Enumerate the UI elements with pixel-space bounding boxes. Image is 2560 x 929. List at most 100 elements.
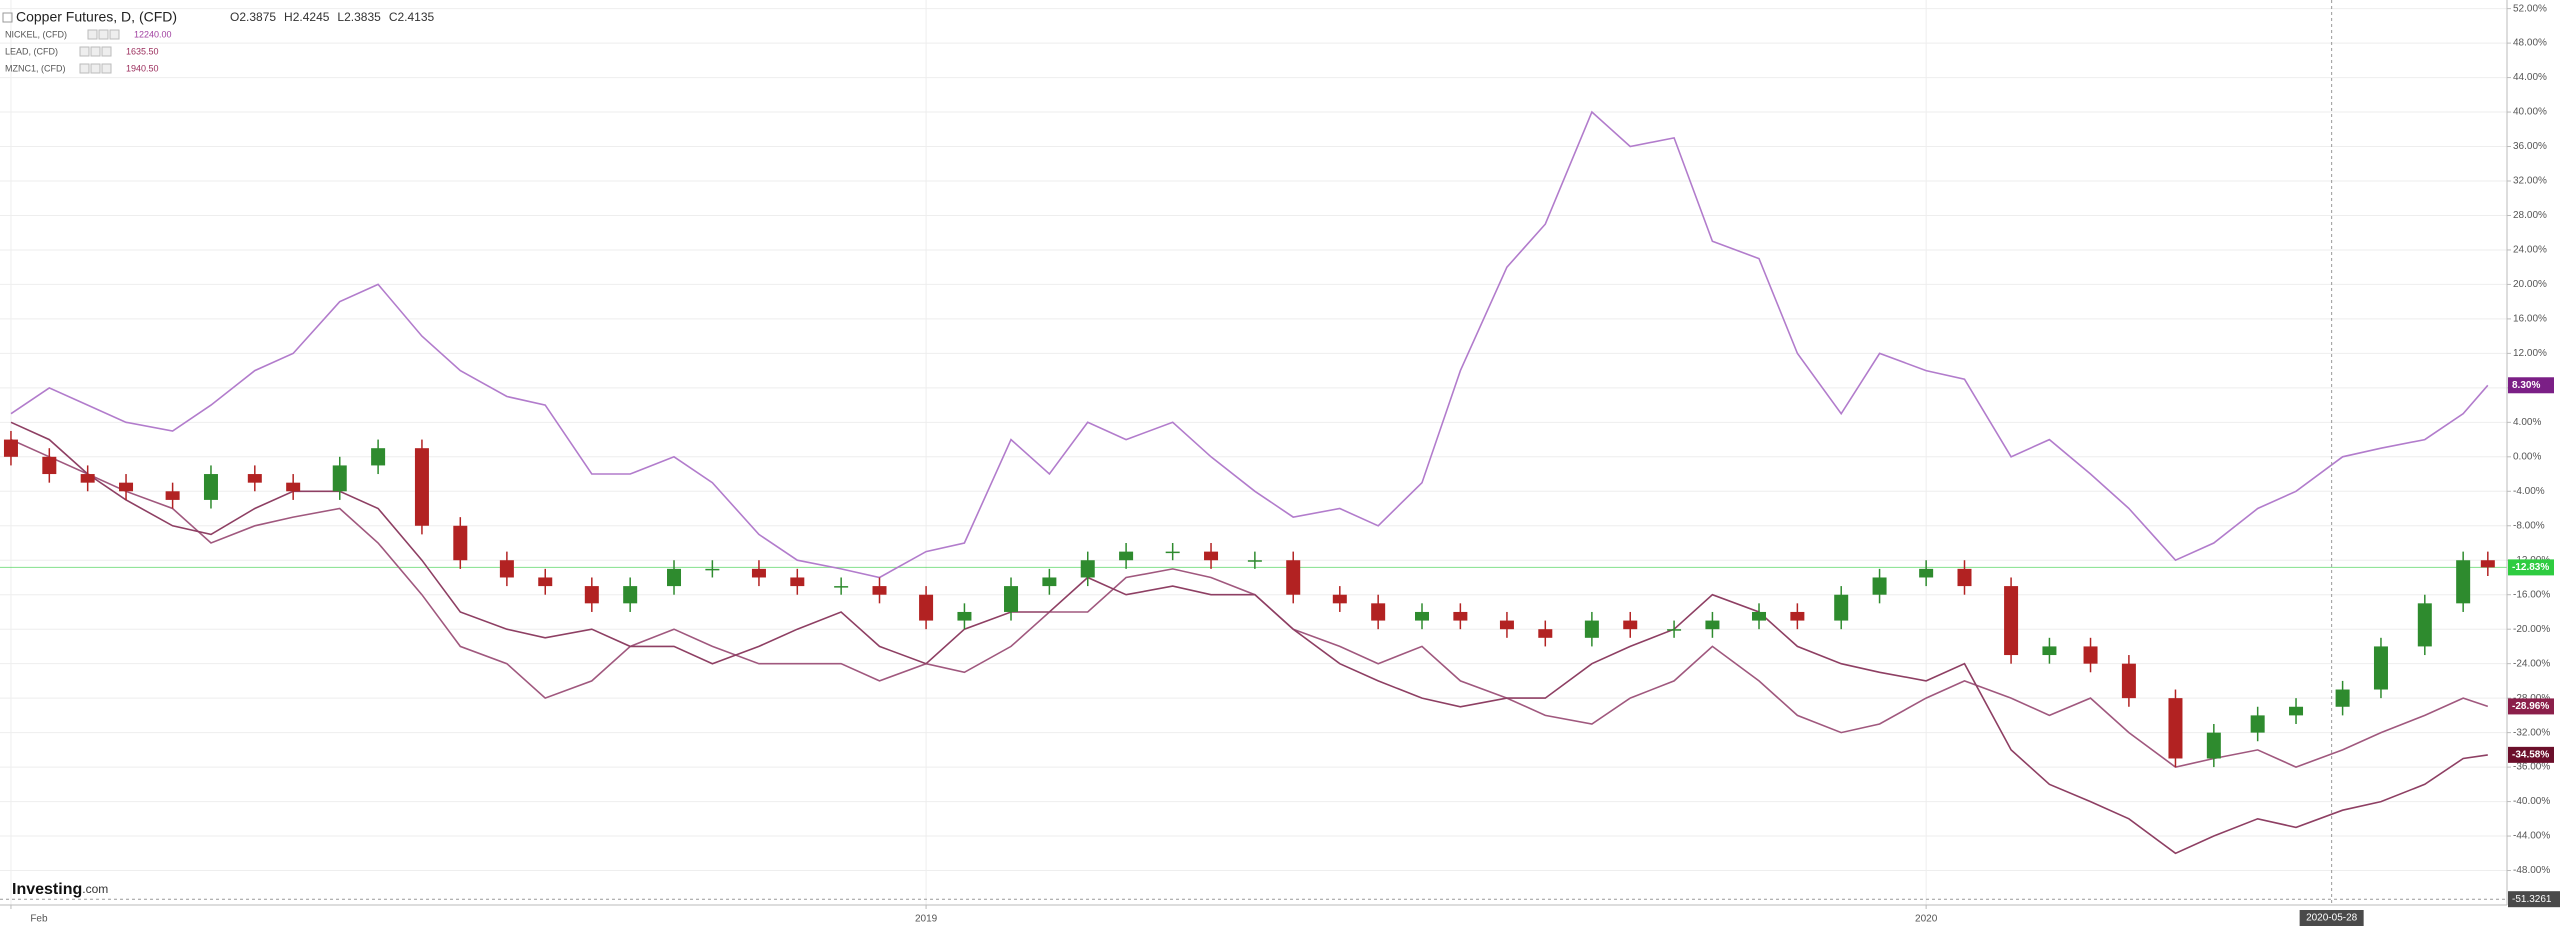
legend-icon[interactable] (79, 63, 90, 74)
candle-body (1042, 577, 1057, 587)
y-tick-label: 24.00% (2513, 245, 2547, 256)
last-value-label: -28.96% (2512, 701, 2549, 712)
crosshair-x-label: 2020-05-28 (2306, 913, 2358, 924)
y-tick-label: 36.00% (2513, 141, 2547, 152)
brand-name-text: Investing (12, 881, 82, 898)
candle-body (1286, 560, 1301, 595)
candle-body (2206, 732, 2221, 759)
legend-price: 1940.50 (126, 63, 159, 73)
series-line (10, 110, 2489, 579)
candle-body (1623, 620, 1638, 630)
candle-body (165, 491, 180, 500)
candle-body (247, 474, 262, 483)
ohlc-label: C (389, 10, 398, 24)
y-tick-label: -24.00% (2513, 658, 2550, 669)
legend-icon[interactable] (101, 63, 112, 74)
candle-body (705, 568, 720, 571)
legend-icon[interactable] (90, 63, 101, 74)
y-tick-label: -32.00% (2513, 727, 2550, 738)
candle-body (1584, 620, 1599, 638)
y-tick-label: 32.00% (2513, 176, 2547, 187)
candle-body (538, 577, 553, 587)
legend-price: 1635.50 (126, 46, 159, 56)
y-tick-label: 0.00% (2513, 451, 2541, 462)
y-tick-label: -16.00% (2513, 589, 2550, 600)
candle-body (2121, 663, 2136, 699)
candle-body (957, 611, 972, 621)
legend-price: 12240.00 (134, 29, 172, 39)
candle-body (623, 586, 638, 604)
candle-body (1752, 611, 1767, 621)
legend-icon[interactable] (98, 29, 109, 40)
legend-name: NICKEL, (CFD) (5, 29, 67, 39)
candle-body (919, 594, 934, 621)
ohlc-value: 2.4245 (293, 10, 330, 24)
candle-body (834, 586, 849, 588)
collapse-icon[interactable] (2, 12, 13, 23)
ohlc-label: L (337, 10, 344, 24)
candle-body (2456, 560, 2471, 604)
crosshair-y-box (2508, 891, 2560, 908)
series-line (10, 421, 2488, 855)
candle-body (2083, 646, 2098, 664)
candle-body (1119, 551, 1134, 561)
legend-icon[interactable] (101, 46, 112, 57)
candle-body (2417, 603, 2432, 647)
last-value-label: -34.58% (2512, 749, 2549, 760)
last-value-box (2508, 377, 2554, 394)
y-tick-label: 40.00% (2513, 107, 2547, 118)
last-value-box (2508, 698, 2554, 715)
candle-body (872, 586, 887, 595)
y-tick-label: -48.00% (2513, 865, 2550, 876)
candle-body (1332, 594, 1347, 604)
candle-body (1790, 611, 1805, 621)
legend-icon[interactable] (109, 29, 120, 40)
x-tick-label: Feb (30, 914, 48, 925)
candle-body (1667, 629, 1682, 631)
last-value-label: 8.30% (2512, 380, 2540, 391)
y-tick-label: -20.00% (2513, 624, 2550, 635)
candle-body (1204, 551, 1219, 561)
candle-body (1705, 620, 1720, 630)
ohlc-label: H (284, 10, 293, 24)
y-tick-label: 48.00% (2513, 38, 2547, 49)
last-value-box (2508, 746, 2554, 763)
brand-suffix: .com (82, 882, 108, 896)
crosshair-x-box (2299, 910, 2364, 926)
y-tick-label: -44.00% (2513, 831, 2550, 842)
y-tick-label: 20.00% (2513, 279, 2547, 290)
candle-body (499, 560, 514, 578)
legend: Copper Futures, D, (CFD) O2.3875 H2.4245 L… (2, 9, 435, 74)
candle-body (1371, 603, 1386, 621)
crosshair-y-label: -51.3261 (2512, 894, 2552, 905)
legend-name: MZNC1, (CFD) (5, 63, 66, 73)
candle-body (1872, 577, 1887, 595)
plot (0, 110, 2507, 855)
y-tick-label: 16.00% (2513, 314, 2547, 325)
candle-body (2289, 706, 2304, 716)
candle-body (203, 474, 218, 500)
ohlc-value: 2.4135 (397, 10, 434, 24)
candle-body (286, 482, 301, 492)
y-tick-label: 12.00% (2513, 348, 2547, 359)
candle-body (2335, 689, 2350, 707)
candle-body (371, 448, 386, 466)
candle-body (1919, 568, 1934, 578)
candle-body (2168, 698, 2183, 759)
candle-body (2480, 560, 2495, 568)
brand-name: Investing.com (12, 881, 108, 898)
branding: Investing.com (12, 881, 108, 898)
candle-body (2373, 646, 2388, 690)
candle-body (1499, 620, 1514, 630)
legend-icon[interactable] (90, 46, 101, 57)
candle-body (1415, 611, 1430, 621)
candle-body (42, 456, 57, 475)
candle-body (1165, 551, 1180, 554)
legend-icon[interactable] (87, 29, 98, 40)
candle-body (119, 482, 134, 492)
legend-icon[interactable] (79, 46, 90, 57)
candle-body (1247, 560, 1262, 562)
y-tick-label: 4.00% (2513, 417, 2541, 428)
candle-body (1834, 594, 1849, 621)
candle-body (332, 465, 347, 492)
